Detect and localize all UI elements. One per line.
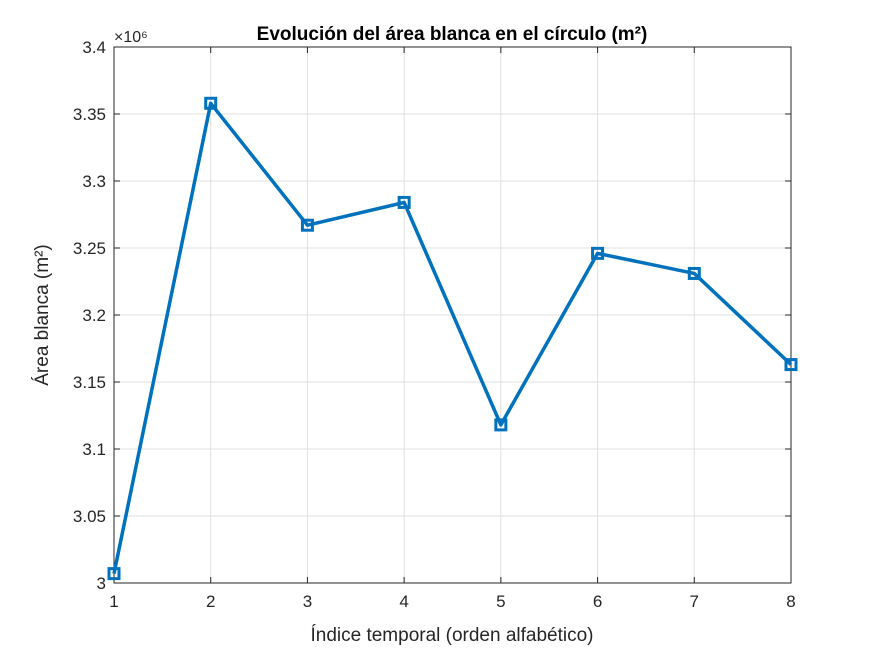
data-point-marker	[397, 195, 411, 209]
data-point-marker	[687, 266, 701, 280]
y-tick-labels: 3 3.05 3.1 3.15 3.2 3.25 3.3 3.35 3.4	[73, 38, 106, 593]
data-point-marker	[204, 96, 218, 110]
y-tick-label: 3.1	[82, 440, 106, 459]
x-tick-label: 5	[496, 592, 505, 611]
data-point-marker	[107, 567, 121, 581]
series-line	[112, 101, 793, 574]
x-tick-label: 2	[206, 592, 215, 611]
y-tick-label: 3.15	[73, 373, 106, 392]
y-tick-label: 3.25	[73, 239, 106, 258]
y-tick-label: 3.4	[82, 38, 106, 57]
x-tick-labels: 1 2 3 4 5 6 7 8	[109, 592, 795, 611]
x-tick-label: 6	[593, 592, 602, 611]
data-point-marker	[494, 418, 508, 432]
y-tick-label: 3.05	[73, 507, 106, 526]
y-tick-label: 3.3	[82, 172, 106, 191]
y-exponent-label: ×10⁶	[114, 29, 148, 46]
x-axis-title: Índice temporal (orden alfabético)	[310, 625, 593, 646]
x-tick-label: 1	[109, 592, 118, 611]
y-axis-title: Área blanca (m²)	[32, 244, 53, 386]
chart-title: Evolución del área blanca en el círculo …	[257, 24, 648, 45]
y-tick-label: 3	[97, 574, 106, 593]
x-tick-label: 7	[690, 592, 699, 611]
data-point-marker	[300, 218, 314, 232]
data-point-marker	[784, 358, 798, 372]
data-point-marker	[591, 246, 605, 260]
tick-marks	[113, 46, 792, 584]
y-tick-label: 3.2	[82, 306, 106, 325]
x-tick-label: 3	[303, 592, 312, 611]
series	[107, 96, 798, 581]
y-tick-label: 3.35	[73, 105, 106, 124]
x-tick-label: 8	[786, 592, 795, 611]
x-tick-label: 4	[399, 592, 408, 611]
